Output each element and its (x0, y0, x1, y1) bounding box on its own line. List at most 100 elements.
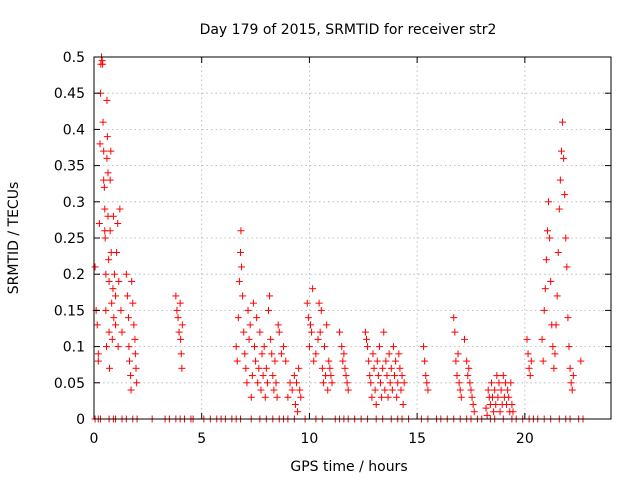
data-points (91, 53, 587, 423)
data-point (398, 372, 406, 380)
data-point (342, 372, 350, 380)
data-point (262, 364, 270, 372)
data-point (101, 205, 109, 213)
axes-ticks (93, 56, 611, 420)
data-point (374, 372, 382, 380)
data-point (272, 379, 280, 387)
data-point (174, 314, 182, 322)
data-point (269, 372, 277, 380)
data-point (112, 321, 120, 329)
data-point (273, 393, 281, 401)
data-point (568, 386, 576, 394)
data-point (484, 386, 492, 394)
data-point (175, 328, 183, 336)
data-point (105, 328, 113, 336)
data-point (130, 321, 138, 329)
x-axis-label: GPS time / hours (290, 459, 407, 475)
data-point (553, 292, 561, 300)
data-point (387, 364, 395, 372)
data-point (124, 314, 132, 322)
data-point (292, 379, 300, 387)
data-point (132, 364, 140, 372)
data-point (551, 350, 559, 358)
data-point (112, 292, 120, 300)
data-point (114, 220, 122, 228)
data-point (280, 343, 288, 351)
x-tick-label: 5 (197, 431, 206, 447)
data-point (309, 285, 317, 293)
data-point (100, 183, 108, 191)
data-point (178, 321, 186, 329)
data-point (305, 343, 313, 351)
data-point (451, 328, 459, 336)
data-point (559, 118, 567, 126)
data-point (509, 408, 517, 416)
data-point (327, 372, 335, 380)
data-point (455, 379, 463, 387)
data-point (257, 386, 265, 394)
data-point (397, 386, 405, 394)
data-point (466, 379, 474, 387)
data-point (123, 292, 131, 300)
data-point (556, 176, 564, 184)
data-point (178, 364, 186, 372)
data-point (102, 270, 110, 278)
data-point (508, 401, 516, 409)
data-point (380, 328, 388, 336)
y-tick-label: 0.05 (54, 376, 85, 392)
data-point (267, 335, 275, 343)
data-point (470, 408, 478, 416)
data-point (365, 357, 373, 365)
data-point (277, 350, 285, 358)
data-point (234, 314, 242, 322)
x-tick-label: 15 (408, 431, 426, 447)
data-point (364, 343, 372, 351)
data-point (372, 401, 380, 409)
data-point (464, 372, 472, 380)
data-point (297, 393, 305, 401)
data-point (454, 350, 462, 358)
data-point (126, 357, 134, 365)
data-point (266, 292, 274, 300)
x-tick-label: 20 (516, 431, 534, 447)
data-point (563, 263, 571, 271)
data-point (94, 357, 102, 365)
data-point (384, 393, 392, 401)
data-point (241, 350, 249, 358)
data-point (424, 386, 432, 394)
data-point (497, 386, 505, 394)
data-point (493, 372, 501, 380)
data-point (378, 393, 386, 401)
data-point (541, 285, 549, 293)
data-point (177, 350, 185, 358)
chart-title: Day 179 of 2015, SRMTID for receiver str… (200, 22, 497, 38)
data-point (382, 357, 390, 365)
data-point (129, 299, 137, 307)
data-point (127, 372, 135, 380)
data-point (370, 364, 378, 372)
data-point (499, 372, 507, 380)
data-point (263, 379, 271, 387)
data-point (103, 96, 111, 104)
data-point (304, 314, 312, 322)
data-point (249, 299, 257, 307)
data-point (93, 321, 101, 329)
data-point (565, 343, 573, 351)
data-point (504, 386, 512, 394)
data-point (320, 343, 328, 351)
data-point (243, 379, 251, 387)
data-point (543, 227, 551, 235)
data-point (131, 350, 139, 358)
data-point (237, 227, 245, 235)
data-point (538, 335, 546, 343)
data-point (562, 234, 570, 242)
data-point (236, 248, 244, 256)
x-tick-label: 0 (90, 431, 99, 447)
data-point (549, 343, 557, 351)
data-point (468, 393, 476, 401)
y-tick-label: 0.2 (63, 267, 85, 283)
data-point (238, 263, 246, 271)
data-point (396, 364, 404, 372)
data-point (375, 343, 383, 351)
data-point (118, 328, 126, 336)
